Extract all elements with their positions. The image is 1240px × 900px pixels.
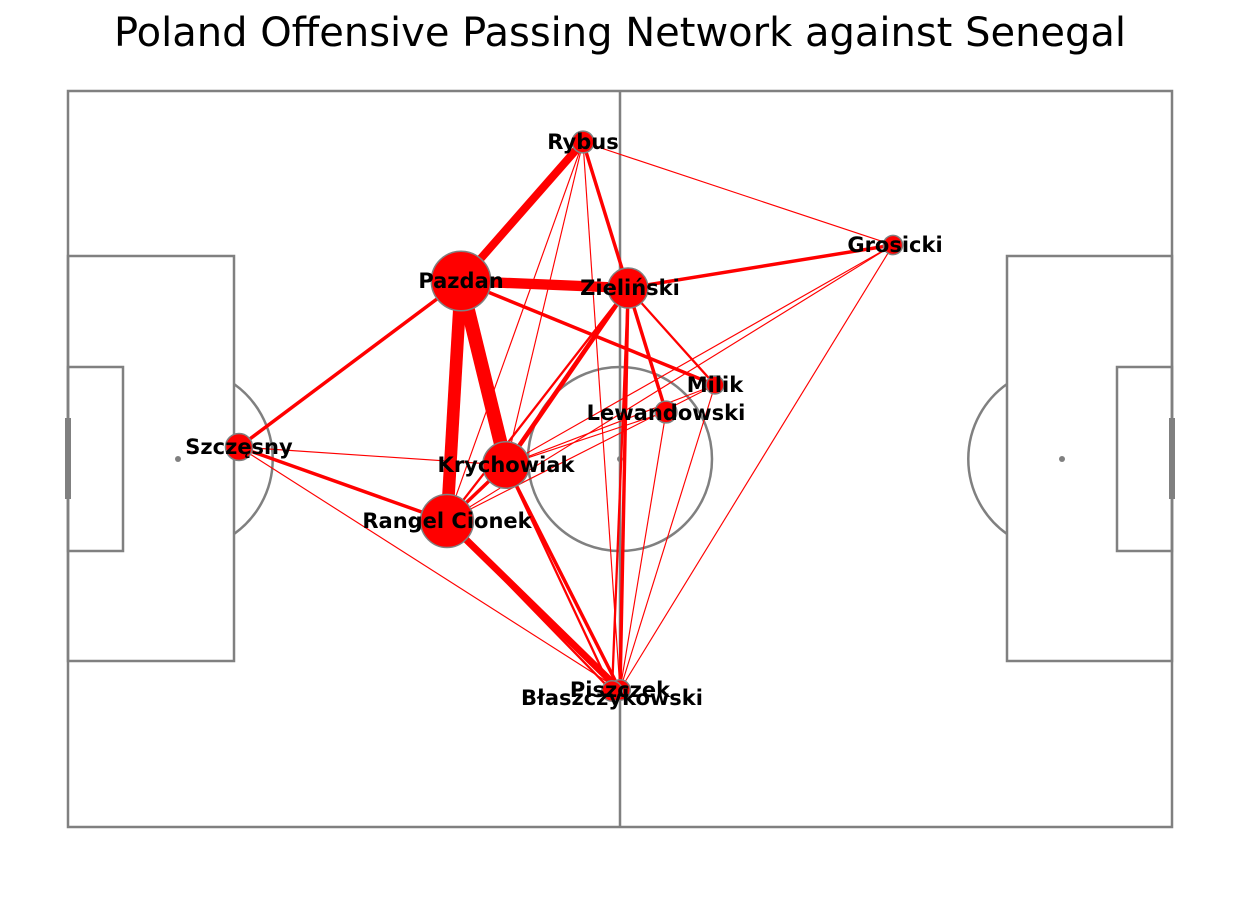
player-node-zielinski xyxy=(607,267,649,309)
player-node-szczesny xyxy=(224,432,254,462)
pass-line-rybus-piszczek xyxy=(582,141,621,691)
player-label-rybus: Rybus xyxy=(547,130,618,154)
pass-line-rybus-zielinski xyxy=(581,141,630,289)
player-node-blaszczykowski xyxy=(601,680,623,702)
pass-line-milik-krychowiak xyxy=(505,384,716,466)
right-goal-area xyxy=(1115,365,1174,553)
pass-line-zielinski-piszczek xyxy=(618,287,630,691)
pass-line-blaszczykowski-zielinski xyxy=(610,287,630,692)
pass-line-lewandowski-piszczek xyxy=(619,411,667,691)
left-goal-area xyxy=(66,365,125,553)
player-node-grosicki xyxy=(882,234,904,256)
pass-line-lewandowski-krychowiak xyxy=(505,411,667,466)
pass-line-grosicki-piszczek xyxy=(619,244,894,691)
pass-line-milik-piszczek xyxy=(619,384,716,691)
right-penalty-spot xyxy=(1059,456,1065,462)
pass-line-szczesny-piszczek xyxy=(238,446,621,691)
pass-line-grosicki-krychowiak xyxy=(505,244,894,466)
pass-line-pazdan-rybus xyxy=(457,139,587,284)
player-node-krychowiak xyxy=(482,441,530,489)
player-label-pazdan: Pazdan xyxy=(418,269,503,293)
pass-line-szczesny-krychowiak xyxy=(238,446,507,466)
pass-line-rybus-grosicki xyxy=(582,141,894,246)
player-label-milik: Milik xyxy=(687,373,744,397)
pass-line-pazdan-rangel_cionek xyxy=(440,280,468,522)
pass-line-pazdan-milik xyxy=(460,279,716,387)
right-penalty-area xyxy=(1005,254,1174,663)
left-penalty-spot xyxy=(175,456,181,462)
chart-title: Poland Offensive Passing Network against… xyxy=(113,10,1127,56)
player-label-szczesny: Szczęsny xyxy=(185,435,293,459)
pass-line-zielinski-grosicki xyxy=(627,243,894,290)
pass-line-rangel_cionek-zielinski xyxy=(446,287,629,522)
pass-line-zielinski-milik xyxy=(627,287,716,386)
pass-lines xyxy=(237,139,894,693)
pass-line-rybus-krychowiak xyxy=(505,141,584,466)
player-label-rangel_cionek: Rangel Cionek xyxy=(362,509,532,533)
player-label-grosicki: Grosicki xyxy=(847,233,942,257)
pass-line-krychowiak-blaszczykowski xyxy=(504,464,614,692)
pass-line-pazdan-krychowiak xyxy=(454,279,513,467)
pass-line-szczesny-pazdan xyxy=(237,279,463,449)
pass-line-rangel_cionek-blaszczykowski xyxy=(446,520,613,692)
player-label-krychowiak: Krychowiak xyxy=(438,453,576,477)
player-node-milik xyxy=(705,375,725,395)
player-node-pazdan xyxy=(430,250,492,312)
right-penalty-arc xyxy=(967,382,1008,536)
pass-line-zielinski-lewandowski xyxy=(626,287,668,413)
pass-line-rybus-rangel_cionek xyxy=(446,141,584,522)
player-node-lewandowski xyxy=(654,400,678,424)
player-node-rangel_cionek xyxy=(419,493,475,549)
player-labels: Szczęsny Rangel Cionek Pazdan Krychowiak Ryb… xyxy=(185,130,942,710)
player-label-piszczek: Piszczek xyxy=(570,678,671,702)
player-label-lewandowski: Lewandowski xyxy=(587,401,746,425)
player-node-rybus xyxy=(571,130,595,154)
player-label-blaszczykowski: Błaszczykowski xyxy=(521,686,703,710)
pass-line-szczesny-rangel_cionek xyxy=(238,445,448,523)
pass-line-krychowiak-zielinski xyxy=(504,286,630,467)
player-nodes xyxy=(224,130,904,702)
player-label-zielinski: Zieliński xyxy=(580,276,680,300)
pass-line-krychowiak-piszczek xyxy=(504,464,622,691)
